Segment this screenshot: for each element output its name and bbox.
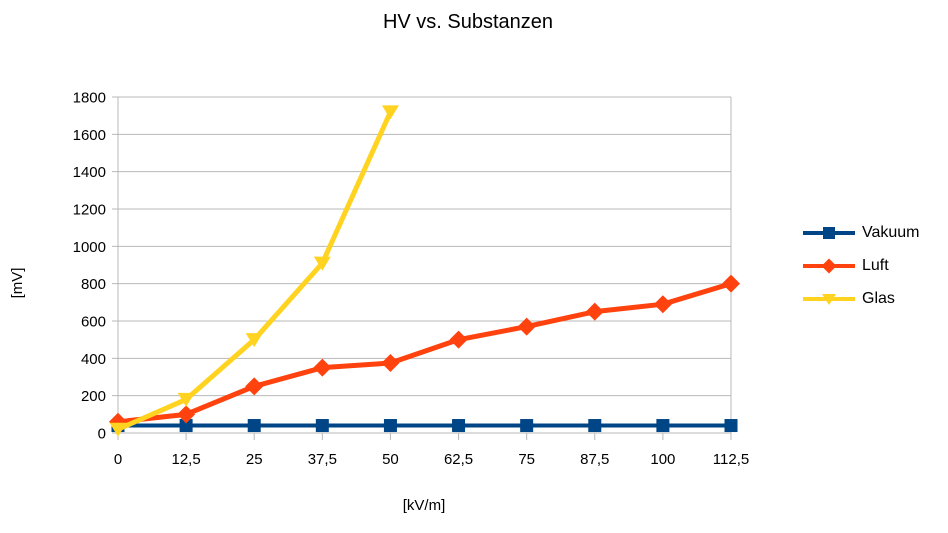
diamond-marker-icon: [449, 330, 468, 349]
diamond-marker-icon: [313, 358, 332, 377]
legend-item-glas: Glas: [803, 282, 920, 315]
y-tick-label: 200: [81, 388, 106, 405]
y-tick-label: 600: [81, 314, 106, 331]
triangle-down-marker-icon: [381, 105, 399, 120]
series-line-luft: [117, 281, 732, 425]
legend: Vakuum Luft Glas: [803, 216, 920, 315]
legend-label-luft: Luft: [862, 256, 889, 274]
square-marker-icon: [179, 419, 193, 433]
triangle-down-marker-icon: [822, 293, 836, 305]
diamond-marker-icon: [722, 274, 740, 293]
x-tick-label: 0: [114, 451, 122, 468]
diamond-marker-icon: [653, 295, 672, 314]
y-tick-label: 1000: [73, 239, 106, 256]
y-tick-label: 0: [98, 426, 106, 443]
square-marker-icon: [724, 419, 738, 433]
legend-label-glas: Glas: [862, 289, 895, 307]
diamond-marker-icon: [177, 405, 196, 424]
square-marker-icon: [452, 419, 466, 433]
diamond-marker-icon: [821, 258, 837, 273]
legend-swatch-diamond-icon: [803, 258, 855, 273]
triangle-down-marker-icon: [177, 392, 195, 407]
diamond-marker-icon: [245, 377, 264, 396]
diamond-marker-icon: [585, 302, 604, 321]
y-tick-label: 400: [81, 351, 106, 368]
y-tick-label: 1600: [73, 127, 106, 144]
square-marker-icon: [656, 419, 670, 433]
x-tick-label: 75: [518, 451, 535, 468]
square-marker-icon: [383, 419, 397, 433]
legend-item-luft: Luft: [803, 249, 920, 282]
y-tick-label: 800: [81, 276, 106, 293]
legend-item-vakuum: Vakuum: [803, 216, 920, 249]
y-tick-label: 1200: [73, 202, 106, 219]
legend-label-vakuum: Vakuum: [862, 223, 920, 241]
x-axis-title: [kV/m]: [402, 497, 446, 514]
triangle-down-marker-icon: [245, 333, 263, 348]
square-marker-icon: [823, 226, 835, 239]
x-tick-label: 112,5: [713, 451, 749, 468]
x-tick-label: 25: [246, 451, 263, 468]
legend-swatch-triangle-down-icon: [803, 293, 855, 305]
square-marker-icon: [520, 419, 534, 433]
x-tick-label: 12,5: [172, 451, 201, 468]
square-marker-icon: [588, 419, 602, 433]
chart-title: HV vs. Substanzen: [382, 11, 554, 33]
diamond-marker-icon: [381, 354, 400, 372]
diamond-marker-icon: [517, 317, 536, 336]
x-tick-label: 87,5: [580, 451, 609, 468]
y-tick-label: 1400: [73, 164, 106, 181]
x-tick-label: 37,5: [308, 451, 337, 468]
square-marker-icon: [247, 419, 261, 433]
x-tick-label: 100: [650, 451, 675, 468]
triangle-down-marker-icon: [313, 256, 331, 271]
triangle-down-marker-icon: [109, 422, 127, 437]
x-tick-label: 62,5: [444, 451, 473, 468]
x-tick-label: 50: [382, 451, 399, 468]
square-marker-icon: [315, 419, 329, 433]
y-tick-label: 1800: [73, 90, 106, 107]
legend-swatch-square-icon: [803, 226, 855, 239]
